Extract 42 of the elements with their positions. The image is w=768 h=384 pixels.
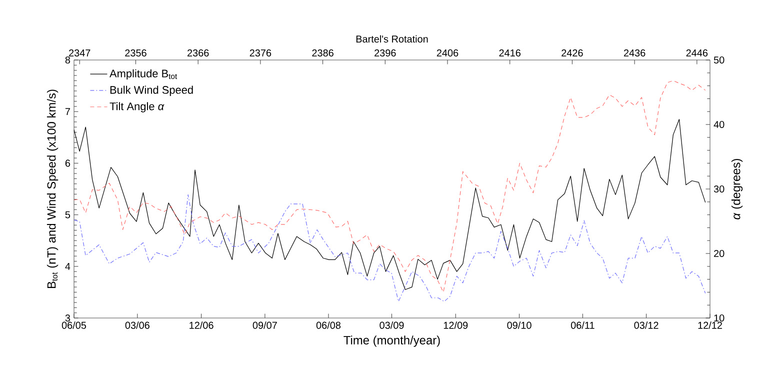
x-tick-label: 03/09 [380, 322, 404, 329]
x2-tick-label: 2386 [312, 49, 334, 56]
x-tick-label: 06/08 [316, 322, 341, 329]
x2-tick-label: 2416 [499, 49, 520, 56]
x2-tick-label: 2376 [250, 49, 272, 56]
x-axis-title: Time (month/year) [344, 336, 440, 347]
x-tick-label: 03/06 [125, 322, 150, 329]
y2-tick-label: 10 [714, 314, 724, 322]
legend-label: Tilt Angle α [110, 102, 164, 112]
x-tick-label: 06/05 [62, 322, 86, 329]
x2-tick-label: 2366 [188, 49, 209, 56]
legend-label: Bulk Wind Speed [110, 86, 193, 96]
x2-tick-label: 2347 [69, 49, 90, 56]
y-tick-label: 3 [65, 314, 70, 322]
x2-tick-label: 2356 [125, 49, 146, 56]
x-tick-label: 12/12 [698, 322, 722, 329]
x2-tick-label: 2446 [686, 49, 708, 56]
y-tick-label: 6 [65, 160, 70, 167]
y-tick-label: 7 [65, 108, 70, 116]
x-tick-label: 03/12 [634, 322, 658, 329]
x-tick-label: 09/10 [507, 322, 532, 329]
x2-tick-label: 2436 [624, 49, 646, 56]
x-tick-label: 06/11 [570, 322, 594, 329]
y2-axis-title: α (degrees) [731, 158, 743, 220]
y-tick-label: 8 [65, 56, 70, 64]
y-tick-label: 5 [65, 211, 70, 218]
line-series [74, 194, 706, 302]
line-series [74, 80, 706, 292]
y2-tick-label: 30 [714, 185, 724, 193]
y2-tick-label: 20 [714, 250, 724, 258]
y-axis-title: B$_{tot}$ (nT) and Wind Speed (x100 km/s) [46, 90, 58, 288]
y-tick-label: 4 [65, 262, 70, 270]
y2-tick-label: 50 [714, 56, 724, 64]
x-tick-label: 12/09 [444, 322, 468, 329]
x-tick-label: 09/07 [252, 322, 277, 329]
y2-tick-label: 40 [714, 120, 724, 128]
x2-axis-title: Bartel's Rotation [356, 35, 428, 43]
legend-label: Amplitude B$_{tot}$ [110, 69, 178, 80]
x-tick-label: 12/06 [190, 322, 214, 329]
x2-tick-label: 2406 [436, 49, 458, 56]
x2-tick-label: 2426 [562, 49, 583, 56]
x2-tick-label: 2396 [374, 49, 396, 56]
